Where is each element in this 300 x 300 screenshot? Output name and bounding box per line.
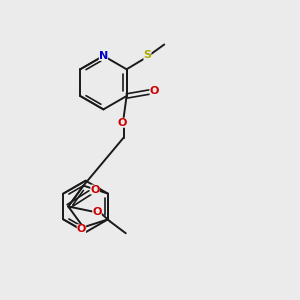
Text: O: O (150, 86, 159, 96)
Text: O: O (118, 118, 127, 128)
Text: O: O (92, 207, 102, 218)
Text: S: S (143, 50, 152, 60)
Text: O: O (77, 224, 86, 234)
Text: O: O (90, 184, 100, 195)
Text: N: N (99, 51, 108, 61)
